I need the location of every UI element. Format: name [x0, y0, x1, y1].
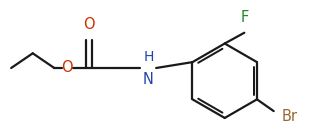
Text: O: O — [83, 17, 95, 32]
Text: N: N — [143, 72, 154, 87]
Text: F: F — [240, 10, 249, 25]
Text: H: H — [143, 50, 153, 64]
Text: O: O — [61, 61, 73, 75]
Text: Br: Br — [282, 109, 298, 124]
